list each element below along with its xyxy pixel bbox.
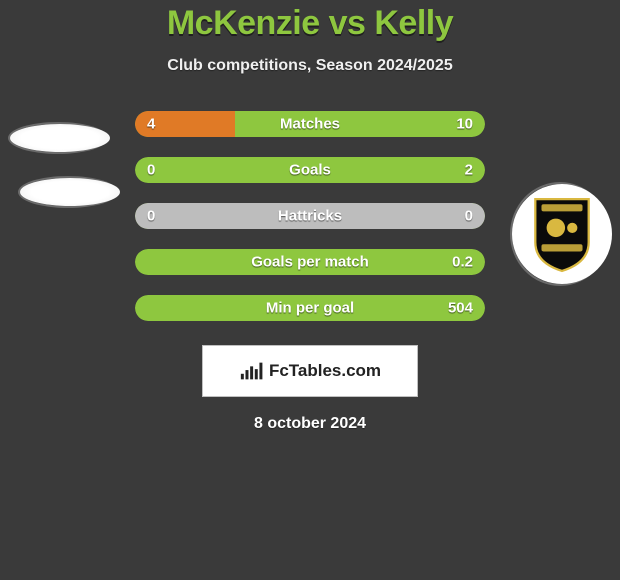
player1-avatar-1 (8, 122, 108, 154)
page-title: McKenzie vs Kelly (0, 4, 620, 43)
stat-bar: Min per goal 504 (135, 295, 485, 321)
bar-chart-icon (239, 360, 265, 382)
bar-label: Matches (280, 116, 340, 133)
source-label: FcTables.com (269, 361, 381, 381)
bar-left-value: 0 (147, 162, 155, 179)
shield-icon (531, 195, 593, 273)
stat-bar: 0 Hattricks 0 (135, 203, 485, 229)
bar-left-value: 4 (147, 116, 155, 133)
date-label: 8 october 2024 (0, 415, 620, 433)
placeholder-ellipse-icon (20, 178, 120, 206)
subtitle: Club competitions, Season 2024/2025 (0, 57, 620, 75)
stat-bars: 4 Matches 10 0 Goals 2 0 Hattricks 0 Goals per ma… (135, 111, 485, 321)
comparison-card: McKenzie vs Kelly Club competitions, Sea… (0, 0, 620, 433)
bar-label: Min per goal (266, 300, 354, 317)
bar-label: Hattricks (278, 208, 342, 225)
stat-bar: 0 Goals 2 (135, 157, 485, 183)
player2-club-crest (510, 182, 610, 286)
placeholder-ellipse-icon (10, 124, 110, 152)
bar-right-value: 0.2 (452, 254, 473, 271)
bar-right-value: 504 (448, 300, 473, 317)
bar-right-value: 2 (465, 162, 473, 179)
bar-right-value: 0 (465, 208, 473, 225)
source-badge: FcTables.com (202, 345, 418, 397)
bar-label: Goals (289, 162, 331, 179)
player1-avatar-2 (18, 176, 118, 208)
stat-bar: Goals per match 0.2 (135, 249, 485, 275)
bar-label: Goals per match (251, 254, 369, 271)
bar-right-value: 10 (456, 116, 473, 133)
crest-circle (512, 184, 612, 284)
bar-left-value: 0 (147, 208, 155, 225)
stat-bar: 4 Matches 10 (135, 111, 485, 137)
